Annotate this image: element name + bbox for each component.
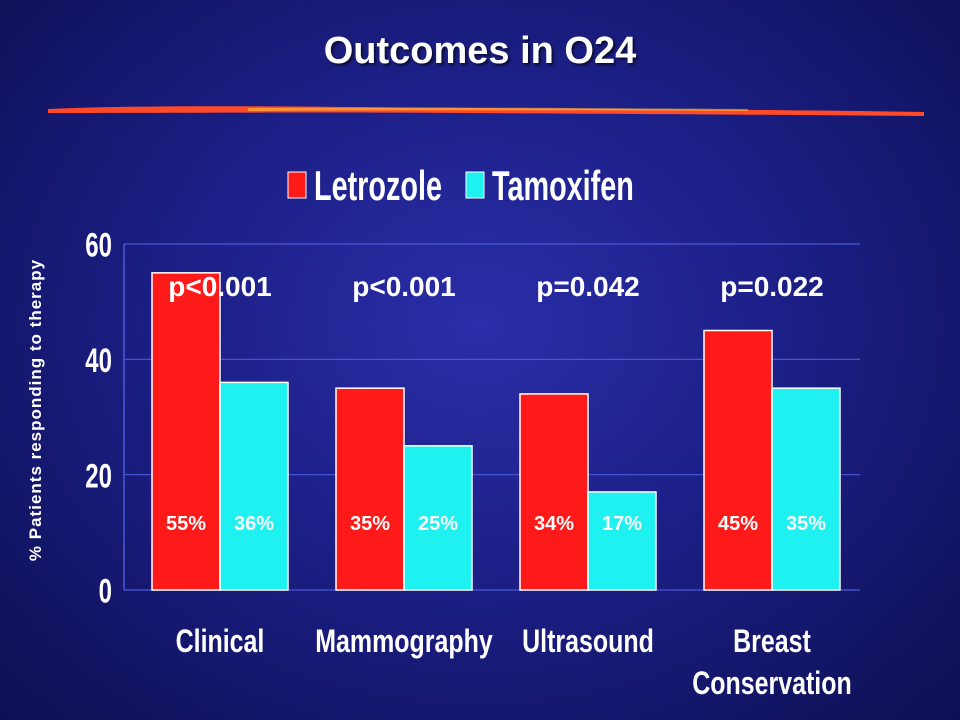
bar-tamoxifen xyxy=(771,387,841,591)
y-ticks: 0 20 40 60 xyxy=(85,226,112,610)
data-label: 35% xyxy=(350,513,390,535)
legend: Letrozole Tamoxifen xyxy=(287,162,634,210)
data-label: 35% xyxy=(786,513,826,535)
data-label: 45% xyxy=(718,513,758,535)
legend-swatch xyxy=(465,171,485,199)
bar-letrozole xyxy=(519,393,589,591)
title-underline xyxy=(48,106,924,116)
y-tick-label: 40 xyxy=(85,342,112,380)
data-label: 34% xyxy=(534,513,574,535)
bar-letrozole xyxy=(335,387,405,591)
bar-letrozole xyxy=(703,329,773,591)
data-label: 55% xyxy=(166,513,206,535)
p-value-label: p=0.022 xyxy=(720,271,824,302)
x-category-label: Ultrasound xyxy=(522,624,654,660)
p-value-label: p<0.001 xyxy=(352,271,456,302)
x-category-label: Conservation xyxy=(692,666,851,702)
y-tick-label: 60 xyxy=(85,226,112,264)
x-labels: Clinical Mammography Ultrasound Breast Conse… xyxy=(176,624,852,702)
data-label: 17% xyxy=(602,513,642,535)
bars xyxy=(151,272,841,591)
p-value-label: p<0.001 xyxy=(168,271,272,302)
y-axis-label: % Patients responding to therapy xyxy=(26,259,45,561)
x-category-label: Clinical xyxy=(176,624,265,660)
y-tick-label: 0 xyxy=(99,572,112,610)
data-labels: 55% 36% 35% 25% 34% 17% 45% 35% xyxy=(166,513,826,535)
legend-label: Letrozole xyxy=(314,162,442,210)
slide-title: Outcomes in O24 xyxy=(323,30,637,72)
bar-tamoxifen xyxy=(219,381,289,591)
p-value-label: p=0.042 xyxy=(536,271,640,302)
legend-label: Tamoxifen xyxy=(492,162,634,210)
x-category-label: Breast xyxy=(733,624,811,660)
bar-tamoxifen xyxy=(403,445,473,591)
bar-letrozole xyxy=(151,272,221,591)
bar-tamoxifen xyxy=(587,491,657,591)
x-category-label: Mammography xyxy=(315,624,493,660)
data-label: 25% xyxy=(418,513,458,535)
data-label: 36% xyxy=(234,513,274,535)
p-values: p<0.001 p<0.001 p=0.042 p=0.022 xyxy=(168,271,824,302)
legend-swatch xyxy=(287,171,307,199)
y-tick-label: 20 xyxy=(85,457,112,495)
